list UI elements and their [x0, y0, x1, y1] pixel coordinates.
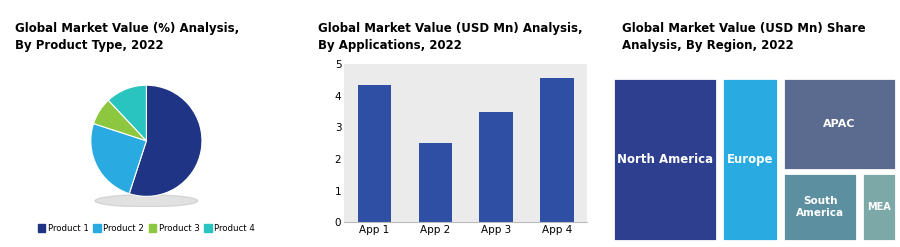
Text: Europe: Europe — [727, 153, 773, 166]
Bar — [540, 79, 573, 222]
FancyBboxPatch shape — [614, 78, 717, 241]
Bar — [358, 85, 392, 222]
Wedge shape — [108, 85, 147, 141]
Text: MEA: MEA — [867, 202, 891, 212]
Text: Global Market Value (USD Mn) Analysis,
By Applications, 2022: Global Market Value (USD Mn) Analysis, B… — [319, 22, 583, 52]
FancyBboxPatch shape — [722, 78, 778, 241]
Legend: Product 1, Product 2, Product 3, Product 4: Product 1, Product 2, Product 3, Product… — [34, 221, 258, 236]
Text: North America: North America — [617, 153, 714, 166]
Text: APAC: APAC — [824, 119, 856, 129]
Ellipse shape — [95, 195, 198, 207]
Text: Global Market Value (%) Analysis,
By Product Type, 2022: Global Market Value (%) Analysis, By Pro… — [14, 22, 238, 52]
FancyBboxPatch shape — [862, 173, 896, 241]
Bar — [418, 143, 452, 222]
Wedge shape — [130, 85, 202, 196]
FancyBboxPatch shape — [783, 173, 857, 241]
Text: Global Market Value (USD Mn) Share
Analysis, By Region, 2022: Global Market Value (USD Mn) Share Analy… — [622, 22, 866, 52]
Wedge shape — [94, 100, 147, 141]
Text: South
America: South America — [796, 196, 844, 218]
FancyBboxPatch shape — [783, 78, 896, 170]
Bar — [480, 112, 513, 222]
Wedge shape — [91, 124, 147, 194]
